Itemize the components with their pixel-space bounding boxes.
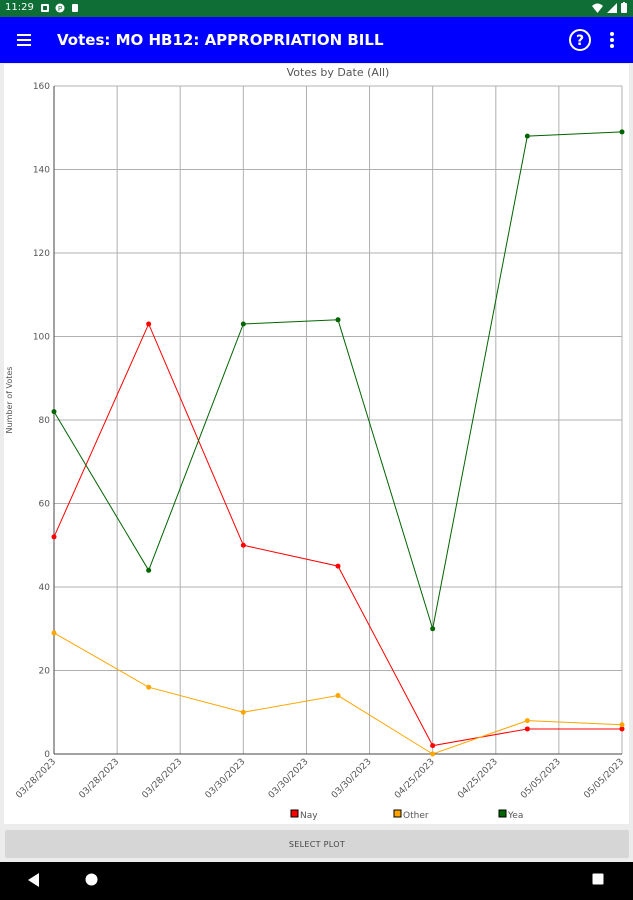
data-point-other: [430, 751, 436, 757]
clipboard-icon: [72, 4, 78, 12]
data-point-other: [51, 630, 57, 636]
y-axis-label: Number of Votes: [5, 367, 14, 434]
home-icon[interactable]: [85, 873, 98, 886]
data-point-yea: [146, 567, 152, 573]
y-tick-label: 120: [33, 249, 50, 259]
y-tick-label: 60: [39, 500, 51, 510]
status-bar: 11:29 P: [0, 0, 633, 17]
x-tick-label: 03/30/2023: [204, 757, 248, 801]
data-point-other: [619, 722, 625, 728]
x-tick-label: 05/05/2023: [519, 757, 563, 801]
app-bar: Votes: MO HB12: APPROPRIATION BILL ?: [0, 17, 633, 63]
data-point-nay: [335, 563, 341, 569]
y-tick-label: 40: [39, 583, 51, 593]
x-tick-label: 04/25/2023: [456, 757, 500, 801]
notification-icon: P: [55, 3, 65, 13]
chart-title: Votes by Date (All): [287, 66, 390, 79]
x-tick-label: 03/28/2023: [14, 757, 58, 801]
back-icon[interactable]: [28, 873, 40, 887]
data-point-yea: [240, 321, 246, 327]
data-point-other: [524, 718, 530, 724]
data-point-yea: [619, 129, 625, 135]
data-point-other: [335, 693, 341, 699]
status-time: 11:29: [5, 2, 34, 13]
series-line-nay: [53, 322, 622, 747]
y-tick-label: 0: [44, 750, 50, 760]
chart-panel: Votes by Date (All) 0 20 40 60 80 100 120 140 160…: [4, 64, 629, 824]
x-tick-label: 03/28/2023: [141, 757, 185, 801]
svg-text:?: ?: [576, 33, 584, 49]
y-tick-label: 140: [33, 166, 50, 176]
recents-icon[interactable]: [592, 873, 604, 885]
signal-icon: [607, 2, 617, 13]
y-tick-label: 80: [39, 416, 51, 426]
data-point-nay: [146, 321, 152, 327]
x-tick-label: 04/25/2023: [393, 757, 437, 801]
data-point-nay: [51, 534, 57, 540]
legend-swatch-other: [393, 809, 402, 818]
x-tick-label: 03/30/2023: [330, 757, 374, 801]
data-point-other: [146, 684, 152, 690]
menu-icon[interactable]: [14, 28, 38, 52]
y-tick-label: 100: [33, 333, 50, 343]
votes-line-chart: Votes by Date (All) 0 20 40 60 80 100 120 140 160…: [5, 66, 626, 821]
data-point-nay: [524, 726, 530, 732]
y-tick-label: 160: [33, 82, 50, 92]
data-point-nay: [430, 743, 436, 749]
x-tick-label: 05/05/2023: [582, 757, 626, 801]
data-point-yea: [430, 626, 436, 632]
data-point-nay: [619, 726, 625, 732]
select-plot-button[interactable]: SELECT PLOT: [5, 830, 629, 858]
y-tick-label: 20: [39, 667, 51, 677]
data-point-other: [240, 709, 246, 715]
data-point-nay: [240, 542, 246, 548]
data-point-yea: [335, 317, 341, 323]
data-point-yea: [51, 409, 57, 415]
legend-swatch-yea: [498, 809, 507, 818]
battery-icon: [621, 2, 627, 13]
svg-text:P: P: [58, 5, 62, 13]
x-tick-label: 03/28/2023: [78, 757, 122, 801]
notification-icon: [41, 4, 49, 12]
series-line-yea: [53, 131, 623, 629]
data-point-yea: [524, 133, 530, 139]
wifi-icon: [592, 3, 603, 13]
legend-label-other: Other: [403, 811, 429, 821]
help-icon[interactable]: ?: [568, 28, 592, 52]
legend-swatch-nay: [290, 809, 299, 818]
legend-label-nay: Nay: [300, 811, 318, 821]
navigation-bar: [0, 862, 633, 900]
page-title: Votes: MO HB12: APPROPRIATION BILL: [57, 31, 384, 49]
status-icons: [592, 2, 627, 13]
x-tick-label: 03/30/2023: [267, 757, 311, 801]
legend-label-yea: Yea: [507, 811, 523, 821]
more-options-icon[interactable]: [602, 28, 622, 52]
